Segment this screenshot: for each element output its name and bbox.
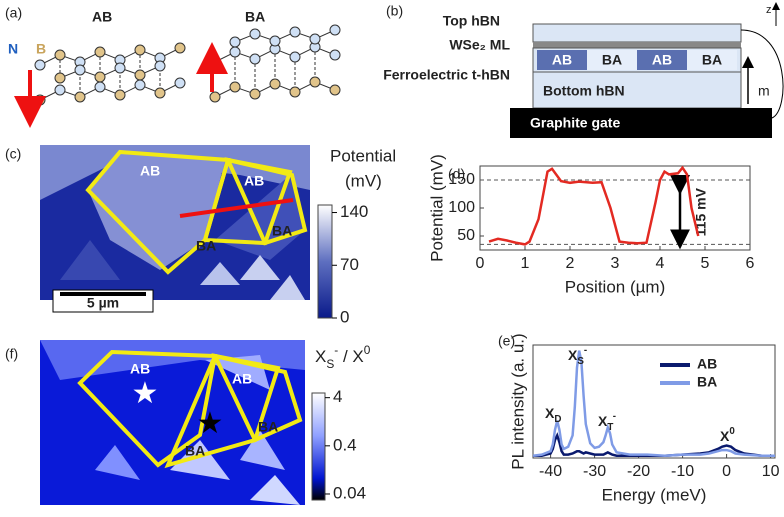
x-tick-label: 10: [762, 463, 780, 480]
domain-label: AB: [130, 361, 150, 377]
peak-label: XD: [545, 405, 561, 425]
domain-label: BA: [258, 419, 278, 435]
domain-label: BA: [196, 238, 216, 254]
panel-label: (f): [5, 346, 18, 362]
star-marker: ★: [197, 407, 224, 440]
layer-label: Ferroelectric t-hBN: [383, 67, 510, 83]
star-marker: ★: [132, 377, 159, 410]
x-tick-label: -40: [539, 463, 562, 480]
figure: (a) AB BA N B (b) Top hBN WSe₂ ML Ferroe…: [0, 0, 784, 512]
axis-label: z: [766, 4, 772, 16]
legend-label: BA: [697, 374, 717, 390]
colorbar-title: (mV): [345, 171, 382, 190]
colorbar-tick-label: 70: [340, 255, 359, 274]
domain-label: BA: [702, 52, 722, 68]
text-part: S: [577, 356, 584, 367]
x-tick-label: 4: [656, 255, 665, 272]
domain-label: AB: [552, 52, 572, 68]
colorbar: [312, 393, 325, 500]
text-part: X: [315, 347, 326, 366]
domain-label: BA: [185, 443, 205, 459]
text-part: D: [554, 414, 561, 425]
domain-label: AB: [652, 52, 672, 68]
x-tick-label: 5: [701, 255, 710, 272]
y-tick-label: 50: [457, 227, 475, 244]
text-part: -: [613, 411, 616, 422]
colorbar-tick-label: 0: [340, 307, 349, 326]
colorbar-title: XS- / X0: [315, 343, 371, 371]
text-part: T: [607, 422, 613, 433]
line: [489, 168, 698, 245]
y-axis-title: PL intensity (a. u.): [508, 333, 527, 469]
panel-label: (b): [386, 3, 403, 19]
text-part: 0: [364, 343, 371, 357]
layer-label: WSe₂ ML: [449, 37, 510, 53]
layer-label: Graphite gate: [530, 115, 620, 131]
panel-label: (c): [5, 146, 21, 162]
atom-label: N: [8, 41, 18, 57]
domain-label: BA: [602, 52, 622, 68]
x-axis-title: Position (µm): [565, 277, 665, 296]
domain-label: BA: [272, 223, 292, 239]
colorbar-tick-label: 0.4: [333, 435, 357, 454]
atom-label: B: [36, 41, 46, 57]
stacking-label: BA: [245, 9, 265, 25]
x-tick-label: 2: [566, 255, 575, 272]
peak-label: X0: [720, 426, 735, 444]
x-tick-label: 6: [746, 255, 755, 272]
x-tick-label: -30: [583, 463, 606, 480]
annotation: 115 mV: [693, 187, 709, 236]
plot-frame: [480, 166, 750, 250]
atoms-ab: [35, 43, 185, 105]
x-axis-title: Energy (meV): [602, 485, 707, 504]
x-tick-label: 0: [722, 463, 731, 480]
layer: [533, 24, 741, 42]
text-part: 0: [729, 426, 735, 437]
domain-label: AB: [244, 173, 264, 189]
layer: [533, 42, 741, 48]
domain-label: AB: [232, 371, 252, 387]
colorbar-tick-label: 0.04: [333, 483, 366, 502]
peak-label: XT-: [598, 411, 616, 433]
colorbar-tick-label: 140: [340, 202, 368, 221]
layer-label: Bottom hBN: [543, 83, 625, 99]
colorbar-tick-label: 4: [333, 387, 342, 406]
domain-label: AB: [140, 163, 160, 179]
legend-label: AB: [697, 356, 717, 372]
x-tick-label: 1: [521, 255, 530, 272]
x-tick-label: -20: [627, 463, 650, 480]
x-tick-label: -10: [671, 463, 694, 480]
line: [533, 351, 775, 456]
text-part: -: [584, 345, 587, 356]
text-part: S: [326, 357, 334, 371]
colorbar: [318, 205, 332, 318]
layer-label: Top hBN: [443, 13, 500, 29]
x-tick-label: 3: [611, 255, 620, 272]
peak-label: XS-: [568, 345, 587, 367]
scale-bar-label: 5 µm: [87, 295, 119, 311]
y-axis-title: Potential (mV): [427, 154, 446, 262]
y-tick-label: 150: [448, 171, 475, 188]
colorbar-title: Potential: [330, 146, 396, 165]
y-tick-label: 100: [448, 199, 475, 216]
moment-label: m: [758, 83, 770, 99]
panel-label: (a): [5, 5, 22, 21]
x-tick-label: 0: [476, 255, 485, 272]
stacking-label: AB: [92, 9, 112, 25]
text-part: / X: [338, 347, 364, 366]
